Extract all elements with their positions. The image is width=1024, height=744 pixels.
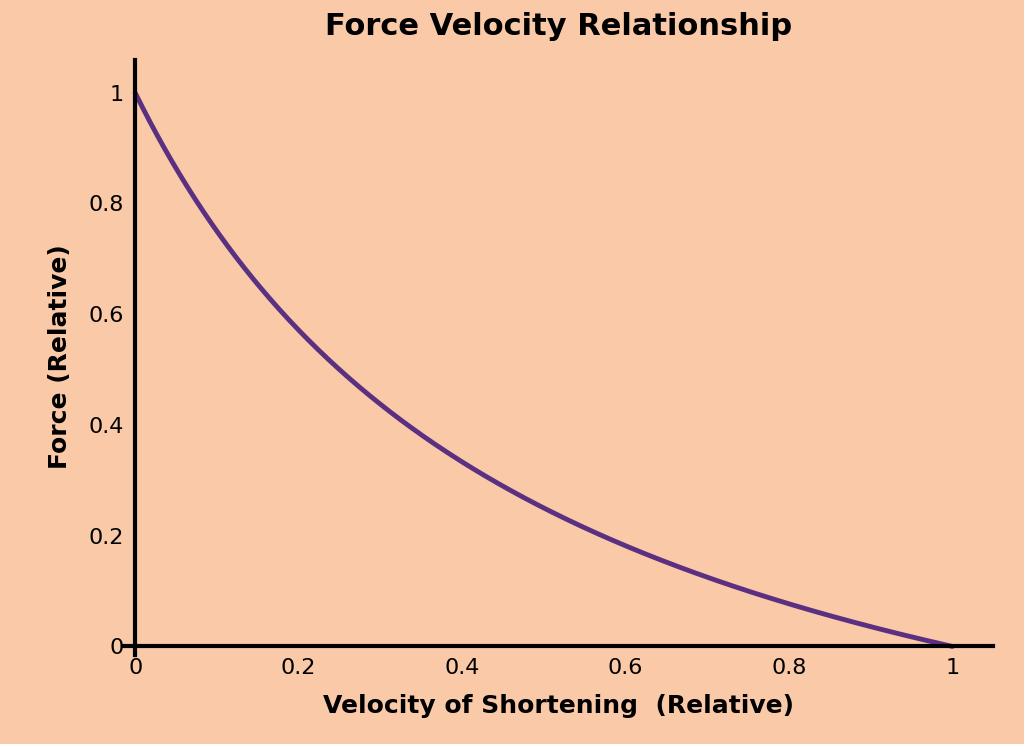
Title: Force Velocity Relationship: Force Velocity Relationship (325, 11, 792, 40)
X-axis label: Velocity of Shortening  (Relative): Velocity of Shortening (Relative) (323, 694, 794, 718)
Y-axis label: Force (Relative): Force (Relative) (48, 245, 72, 469)
